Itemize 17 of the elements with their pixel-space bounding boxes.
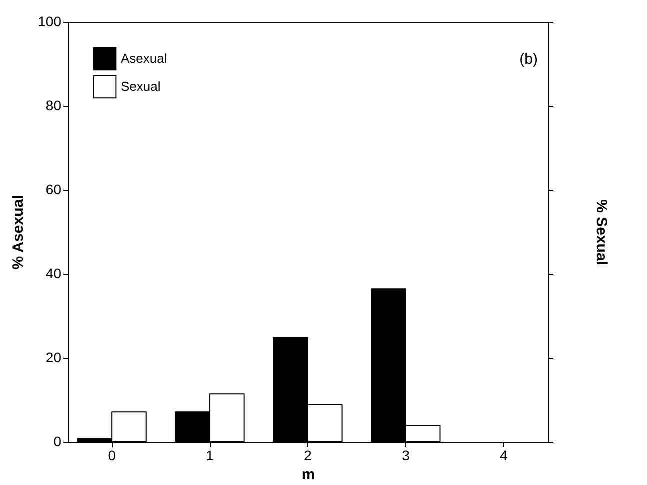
x-tick-label: 3 — [402, 448, 410, 464]
x-tick-label: 0 — [108, 448, 116, 464]
x-tick-label: 1 — [206, 448, 214, 464]
x-axis-title: m — [302, 466, 316, 484]
x-tick-label: 2 — [304, 448, 312, 464]
x-tick-label: 4 — [500, 448, 508, 464]
annotation: (b) — [520, 51, 538, 68]
legend-label: Sexual — [121, 79, 161, 94]
y-tick-label: 40 — [46, 266, 62, 282]
y-tick-label: 80 — [46, 98, 62, 114]
y2-axis-title: % Sexual — [593, 200, 610, 266]
legend-label: Asexual — [121, 51, 168, 66]
y-tick-label: 20 — [46, 350, 62, 366]
y-tick-label: 100 — [38, 14, 62, 30]
y-tick-label: 0 — [54, 434, 62, 450]
y-tick-label: 60 — [46, 182, 62, 198]
y-axis-title: % Asexual — [10, 195, 28, 270]
